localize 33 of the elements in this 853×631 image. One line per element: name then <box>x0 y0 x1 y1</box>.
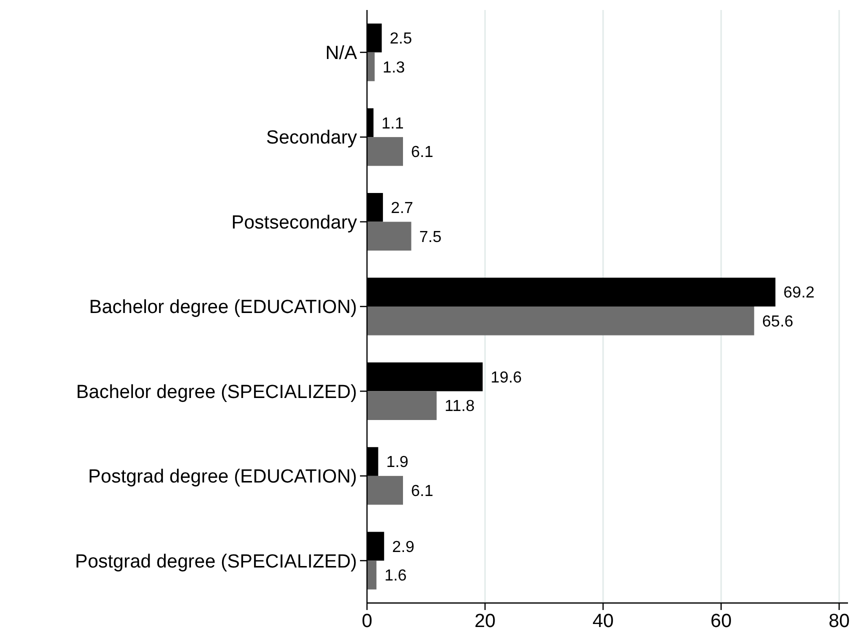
y-tick-label: Postgrad degree (EDUCATION) <box>88 466 357 488</box>
data-label: 69.2 <box>783 284 815 302</box>
data-label: 2.9 <box>392 538 414 556</box>
bar <box>367 222 412 251</box>
bar <box>367 391 437 420</box>
bar <box>367 137 403 166</box>
bar <box>367 560 376 590</box>
data-label: 7.5 <box>419 228 442 246</box>
data-label: 65.6 <box>762 314 794 330</box>
x-tick-label: 0 <box>362 611 372 631</box>
data-label: 11.8 <box>444 398 475 416</box>
y-tick-label: Bachelor degree (SPECIALIZED) <box>76 382 357 403</box>
data-label: 6.1 <box>411 144 434 162</box>
y-tick-label: Postsecondary <box>231 212 358 234</box>
y-tick-label: Bachelor degree (EDUCATION) <box>89 297 357 318</box>
x-tick-label: 40 <box>592 611 614 631</box>
x-tick-label: 80 <box>828 611 850 631</box>
x-tick-label: 20 <box>474 611 496 631</box>
data-label: 2.5 <box>390 30 412 48</box>
x-tick-label: 60 <box>710 611 732 631</box>
data-label: 1.1 <box>381 115 404 132</box>
y-tick-label: Postgrad degree (SPECIALIZED) <box>75 551 357 572</box>
bar <box>367 52 375 82</box>
data-label: 6.1 <box>411 482 434 500</box>
y-tick-label: Secondary <box>266 128 358 149</box>
data-label: 1.9 <box>386 454 409 472</box>
y-tick-label: N/A <box>325 43 358 64</box>
data-label: 1.6 <box>384 568 407 585</box>
bar <box>367 306 754 336</box>
data-label: 2.7 <box>390 200 414 217</box>
bar <box>367 476 403 505</box>
data-label: 1.3 <box>382 59 406 76</box>
data-label: 19.6 <box>490 369 522 386</box>
